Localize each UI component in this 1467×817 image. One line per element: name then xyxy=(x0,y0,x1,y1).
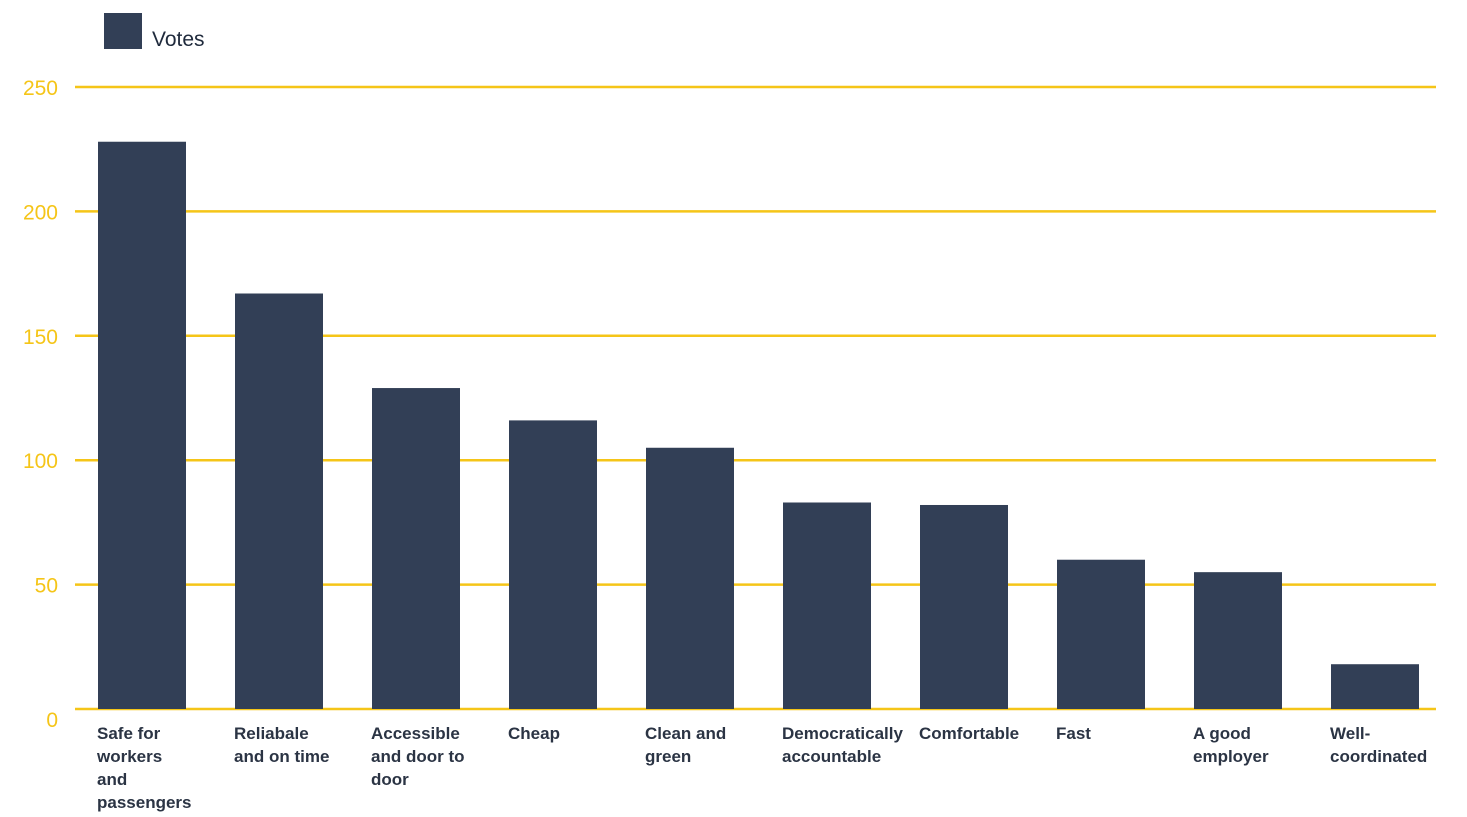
x-tick-label: Fast xyxy=(1056,724,1091,743)
bar xyxy=(783,502,871,709)
y-axis-ticks: 0 50 100 150 200 250 xyxy=(23,77,58,732)
bars xyxy=(98,141,1419,710)
x-tick-label: Cheap xyxy=(508,724,560,743)
legend: Votes xyxy=(104,10,205,52)
y-tick-label: 150 xyxy=(23,326,58,349)
x-tick-label: A good employer xyxy=(1193,724,1269,766)
x-tick-label: Accessible and door to door xyxy=(371,724,464,789)
x-tick-label: Well-coordinated xyxy=(1330,724,1427,766)
legend-label: Votes xyxy=(152,28,205,51)
y-tick-label: 0 xyxy=(46,709,58,732)
x-axis-labels: Safe for workers and passengers Reliabale and… xyxy=(96,724,1427,812)
y-tick-label: 100 xyxy=(23,450,58,473)
bar xyxy=(1194,572,1282,709)
bar xyxy=(509,420,597,709)
bar xyxy=(98,141,186,710)
bar xyxy=(646,447,734,709)
x-tick-label: Reliabale and on time xyxy=(234,724,329,766)
bar xyxy=(1057,559,1145,709)
x-tick-label: Clean and green xyxy=(645,724,726,766)
legend-swatch xyxy=(104,13,142,49)
bar xyxy=(920,504,1008,709)
bar xyxy=(235,293,323,709)
y-tick-label: 250 xyxy=(23,77,58,100)
bar xyxy=(1331,664,1419,709)
y-tick-label: 50 xyxy=(35,575,58,598)
x-tick-label: Comfortable xyxy=(919,724,1019,743)
bar xyxy=(372,388,460,709)
y-tick-label: 200 xyxy=(23,201,58,224)
x-tick-label: Safe for workers and passengers xyxy=(96,724,192,812)
x-tick-label: Democratically accountable xyxy=(782,724,903,766)
